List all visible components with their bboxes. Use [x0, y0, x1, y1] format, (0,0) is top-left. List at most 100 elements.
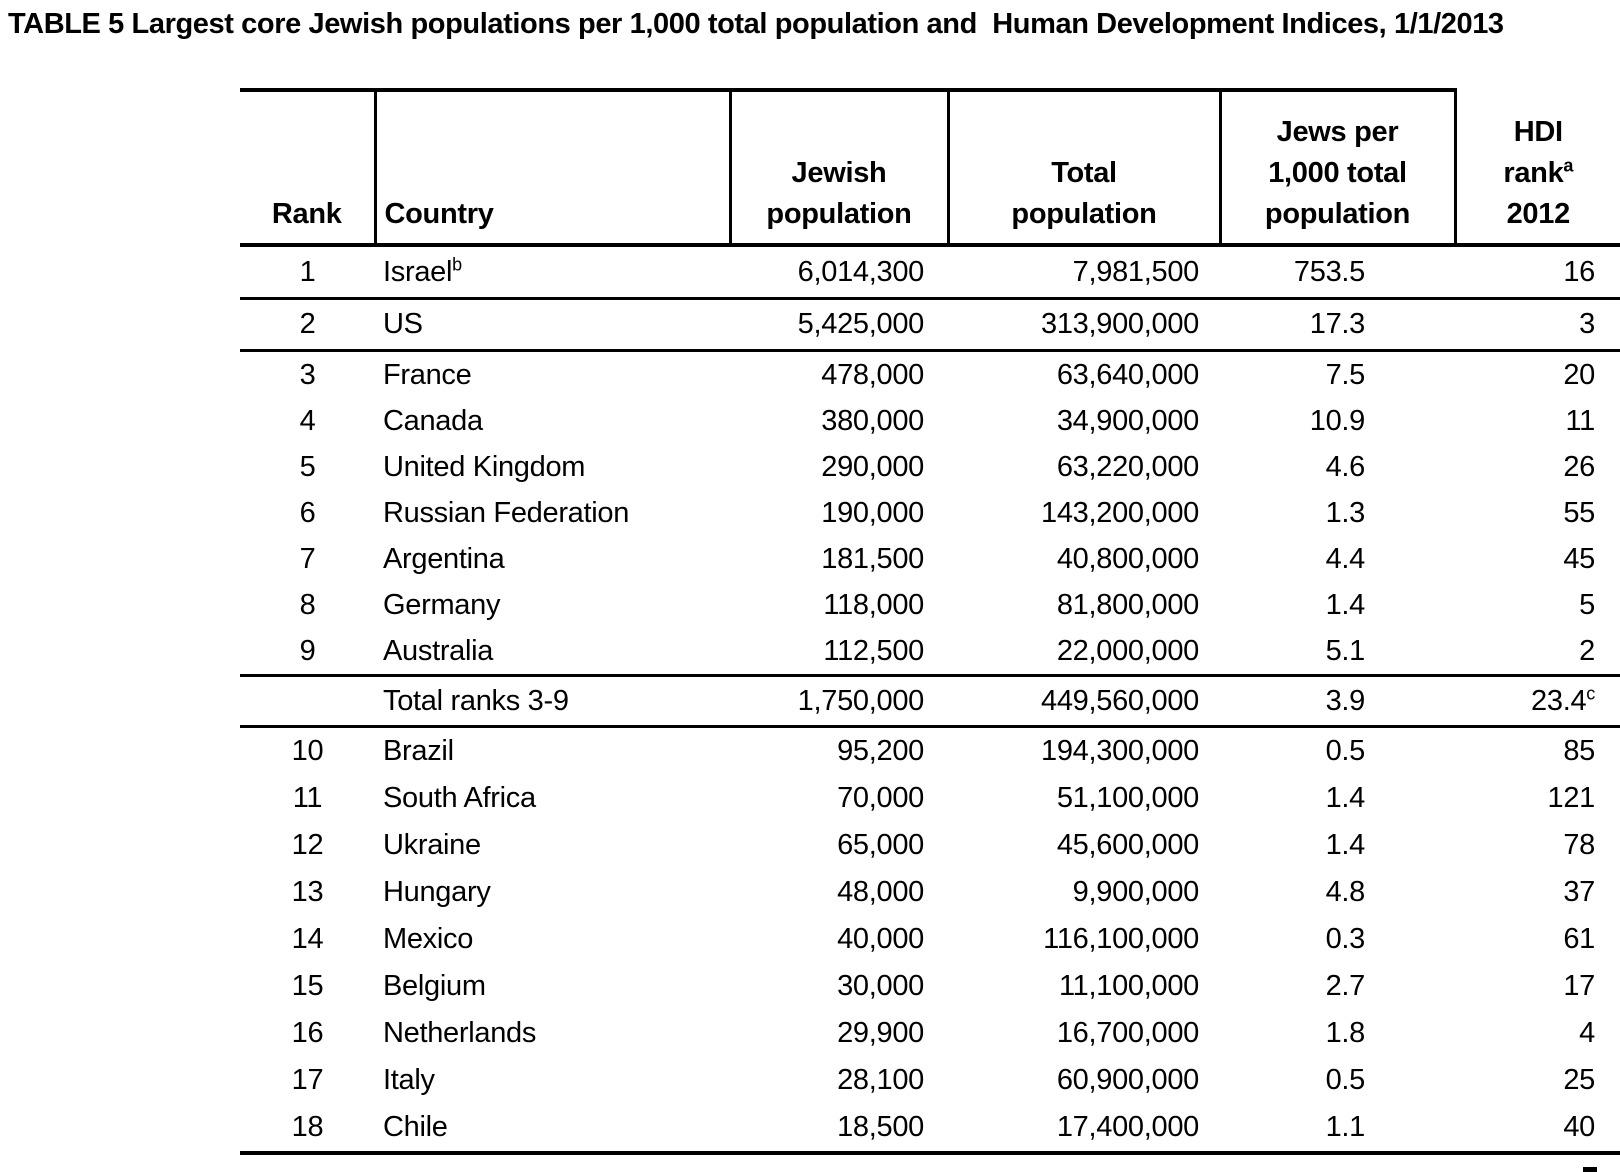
cell-total_population: 60,900,000	[948, 1057, 1220, 1104]
hdi_rank-value: 55	[1563, 496, 1595, 529]
cell-jewish_population: 290,000	[730, 444, 948, 490]
cell-jews_per_1000: 4.8	[1220, 869, 1455, 916]
cell-jews_per_1000: 7.5	[1220, 351, 1455, 399]
country-value: Brazil	[383, 735, 454, 767]
hdi_rank-value: 40	[1563, 1111, 1595, 1143]
cell-jews_per_1000: 10.9	[1220, 398, 1455, 444]
cell-country: US	[375, 298, 730, 352]
hdi_rank-value: 5	[1579, 588, 1595, 621]
total_population-value: 17,400,000	[1056, 1111, 1199, 1143]
table-row: 18 Chile 18,500 17,400,000 1.1 40	[240, 1104, 1620, 1155]
cell-jewish_population: 95,200	[730, 727, 948, 776]
cell-total_population: 7,981,500	[948, 245, 1220, 300]
jews_per_1000-value: 753.5	[1293, 255, 1365, 288]
cell-jews_per_1000: 4.4	[1220, 536, 1455, 582]
jewish_population-value: 95,200	[837, 735, 924, 767]
cell-jewish_population: 190,000	[730, 490, 948, 536]
hdi_rank-value: 26	[1563, 450, 1595, 483]
table-row: 5 United Kingdom 290,000 63,220,000 4.6 26	[240, 444, 1620, 490]
total_population-value: 16,700,000	[1056, 1017, 1199, 1049]
cell-jews_per_1000: 4.6	[1220, 444, 1455, 490]
cell-hdi_rank: 25	[1455, 1057, 1620, 1104]
cell-hdi_rank: 4	[1455, 1010, 1620, 1057]
cell-jewish_population: 380,000	[730, 398, 948, 444]
cell-country: Mexico	[375, 916, 730, 963]
cell-jewish_population: 30,000	[730, 963, 948, 1010]
cell-total_population: 313,900,000	[948, 298, 1220, 352]
table-row: 9 Australia 112,500 22,000,000 5.1 2	[240, 628, 1620, 677]
rank-value: 2	[299, 308, 316, 340]
total_population-value: 7,981,500	[1072, 255, 1200, 288]
rank-value: 13	[291, 876, 324, 908]
rank-value: 14	[291, 923, 324, 955]
jews_per_1000-value: 17.3	[1309, 308, 1366, 340]
cell-jews_per_1000: 0.5	[1220, 727, 1455, 776]
total_population-value: 22,000,000	[1056, 634, 1199, 667]
cell-jewish_population: 28,100	[730, 1057, 948, 1104]
jewish_population-value: 48,000	[837, 876, 924, 908]
cell-rank: 4	[240, 398, 375, 444]
col-header-jewish-population: Jewish population	[728, 88, 948, 247]
header-row: Rank Country Jewish population Total pop…	[240, 88, 1620, 247]
hdi_rank-value: 4	[1579, 1017, 1595, 1049]
cell-total_population: 11,100,000	[948, 963, 1220, 1010]
jews_per_1000-value: 0.5	[1325, 735, 1366, 767]
total_population-value: 45,600,000	[1056, 829, 1199, 861]
cell-country: Brazil	[375, 727, 730, 776]
cell-rank: 11	[240, 775, 375, 822]
cell-total_population: 63,220,000	[948, 444, 1220, 490]
cell-rank: 13	[240, 869, 375, 916]
jews_per_1000-value: 1.4	[1325, 782, 1366, 814]
cell-hdi_rank: 23.4c	[1455, 675, 1620, 728]
cell-jewish_population: 478,000	[730, 351, 948, 399]
jews_per_1000-value: 5.1	[1325, 634, 1366, 667]
total_population-value: 194,300,000	[1041, 735, 1199, 767]
cell-rank: 9	[240, 628, 375, 677]
cell-total_population: 81,800,000	[948, 582, 1220, 628]
hdi_rank-value: 78	[1563, 829, 1595, 861]
col-header-rank-label: Rank	[271, 198, 342, 230]
cell-jews_per_1000: 2.7	[1220, 963, 1455, 1010]
jews_per_1000-value: 0.5	[1325, 1064, 1366, 1096]
cell-country: Ukraine	[375, 822, 730, 869]
cell-jewish_population: 1,750,000	[730, 675, 948, 728]
total_population-value: 40,800,000	[1056, 542, 1199, 575]
rank-value: 10	[291, 735, 324, 767]
cell-hdi_rank: 26	[1455, 444, 1620, 490]
jewish_population-value: 70,000	[837, 782, 924, 814]
hdi_rank-value: 45	[1563, 542, 1595, 575]
table-row: 12 Ukraine 65,000 45,600,000 1.4 78	[240, 822, 1620, 869]
total_population-value: 313,900,000	[1041, 308, 1199, 340]
cell-rank: 1	[240, 245, 375, 300]
jews_per_1000-value: 4.8	[1325, 876, 1366, 908]
col-header-rank: Rank	[240, 88, 375, 247]
cell-total_population: 9,900,000	[948, 869, 1220, 916]
cell-jewish_population: 181,500	[730, 536, 948, 582]
jewish_population-value: 65,000	[837, 829, 924, 861]
cell-jews_per_1000: 1.3	[1220, 490, 1455, 536]
table-row: 17 Italy 28,100 60,900,000 0.5 25	[240, 1057, 1620, 1104]
cell-jews_per_1000: 753.5	[1220, 245, 1455, 300]
cell-jews_per_1000: 5.1	[1220, 628, 1455, 677]
hdi_rank-value: 37	[1563, 876, 1595, 908]
rank-value: 4	[299, 404, 316, 437]
cell-hdi_rank: 55	[1455, 490, 1620, 536]
cell-rank: 12	[240, 822, 375, 869]
table-header: Rank Country Jewish population Total pop…	[240, 88, 1620, 247]
cell-hdi_rank: 61	[1455, 916, 1620, 963]
jews_per_1000-value: 7.5	[1325, 358, 1366, 391]
rank-value: 17	[291, 1064, 324, 1096]
cell-total_population: 449,560,000	[948, 675, 1220, 728]
footnote-marker-a: a	[1563, 155, 1574, 176]
country-value: Canada	[383, 404, 483, 437]
country-value: Belgium	[383, 970, 486, 1002]
col-header-hdi-rank: HDI ranka 2012	[1453, 90, 1620, 247]
cell-jewish_population: 118,000	[730, 582, 948, 628]
cell-rank: 18	[240, 1104, 375, 1155]
jewish_population-value: 181,500	[821, 542, 924, 575]
cell-rank: 2	[240, 298, 375, 352]
cell-total_population: 16,700,000	[948, 1010, 1220, 1057]
total_population-value: 11,100,000	[1059, 970, 1199, 1002]
cell-rank: 14	[240, 916, 375, 963]
total_population-value: 143,200,000	[1041, 496, 1199, 529]
